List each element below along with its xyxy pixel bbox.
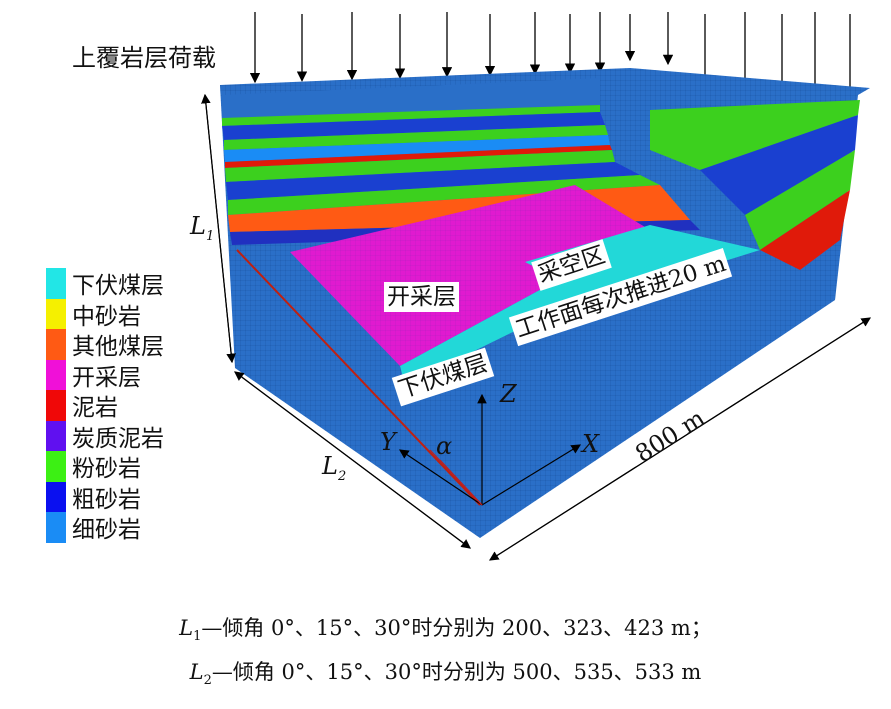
L2-symbol: L xyxy=(322,452,338,480)
legend-item: 下伏煤层 xyxy=(46,268,164,299)
legend-swatch xyxy=(46,451,66,482)
caption-line-2: L2—倾角 0°、15°、30°时分别为 500、535、533 m xyxy=(0,656,891,688)
overburden-load-label: 上覆岩层荷载 xyxy=(72,44,216,72)
legend-swatch xyxy=(46,420,66,451)
caption-L2-text: —倾角 0°、15°、30°时分别为 500、535、533 m xyxy=(211,660,702,684)
legend-item: 开采层 xyxy=(46,359,164,391)
legend-label: 其他煤层 xyxy=(72,334,164,361)
caption-L1: L xyxy=(179,616,194,640)
legend-label: 开采层 xyxy=(72,364,141,391)
axis-y-label: Y xyxy=(380,428,396,456)
legend-swatch xyxy=(46,268,66,299)
legend-label: 炭质泥岩 xyxy=(72,425,164,452)
legend-item: 其他煤层 xyxy=(46,329,164,360)
caption-L1-text: —倾角 0°、15°、30°时分别为 200、323、423 m； xyxy=(201,616,712,640)
legend-swatch xyxy=(46,390,66,421)
legend-swatch xyxy=(46,359,66,390)
legend-item: 粉砂岩 xyxy=(46,451,164,482)
legend-item: 细砂岩 xyxy=(46,512,164,543)
axis-z-label: Z xyxy=(500,380,517,408)
mining-layer-label: 开采层 xyxy=(384,282,459,312)
coordinate-axes xyxy=(399,393,582,506)
legend-swatch xyxy=(46,512,66,543)
caption-L1-sub: 1 xyxy=(193,629,202,645)
legend-swatch xyxy=(46,329,66,360)
caption-line-1: L1—倾角 0°、15°、30°时分别为 200、323、423 m； xyxy=(0,612,891,644)
caption-L2-sub: 2 xyxy=(203,673,212,689)
legend-swatch xyxy=(46,298,66,329)
L1-sub: 1 xyxy=(205,228,215,244)
legend-item: 中砂岩 xyxy=(46,298,164,330)
L2-label: L2 xyxy=(322,452,346,484)
legend-swatch xyxy=(46,481,66,512)
L1-symbol: L xyxy=(190,212,206,240)
legend-label: 泥岩 xyxy=(72,395,118,422)
dip-angle-label: α xyxy=(436,432,453,460)
L1-label: L1 xyxy=(190,212,214,244)
axis-x-label: X xyxy=(582,430,600,458)
legend-label: 下伏煤层 xyxy=(72,273,164,300)
legend-label: 细砂岩 xyxy=(72,517,141,544)
legend-item: 炭质泥岩 xyxy=(46,420,164,452)
L2-sub: 2 xyxy=(337,468,347,484)
caption-L2: L xyxy=(189,660,204,684)
legend-item: 泥岩 xyxy=(46,390,164,421)
legend-label: 粉砂岩 xyxy=(72,456,141,483)
legend-label: 粗砂岩 xyxy=(72,486,141,513)
legend: 下伏煤层中砂岩其他煤层开采层泥岩炭质泥岩粉砂岩粗砂岩细砂岩 xyxy=(46,268,164,543)
legend-item: 粗砂岩 xyxy=(46,481,164,513)
legend-label: 中砂岩 xyxy=(72,303,141,330)
